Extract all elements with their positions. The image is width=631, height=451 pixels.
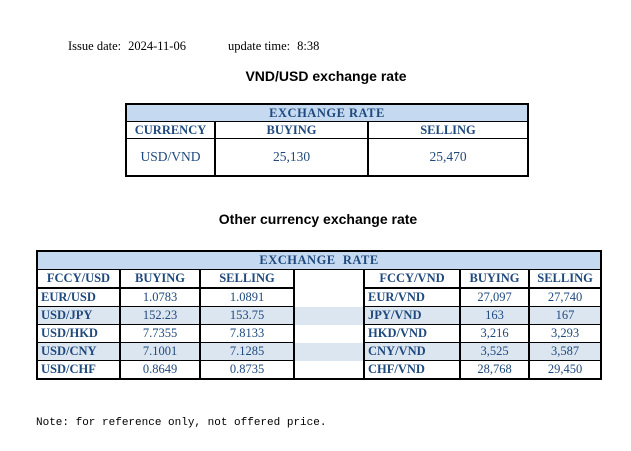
usd-selling-cell: 0.8735 [199, 360, 295, 380]
table-row: USD/JPY 152.23 153.75 JPY/VND 163 167 [36, 306, 603, 325]
issue-date-value: 2024-11-06 [128, 39, 186, 53]
pair-vnd-cell: EUR/VND [363, 287, 461, 307]
pair-usd-cell: USD/JPY [36, 306, 121, 325]
col-usd-buying: BUYING [119, 269, 201, 289]
pair-vnd-cell: CHF/VND [363, 360, 461, 380]
gap-cell [293, 342, 365, 361]
pair-usd-cell: EUR/USD [36, 287, 121, 307]
column-header-row: CURRENCY BUYING SELLING [125, 121, 529, 139]
col-selling: SELLING [367, 121, 529, 139]
gap-cell [293, 288, 365, 307]
col-vnd-selling: SELLING [527, 269, 603, 289]
update-time-label: update time: [228, 39, 291, 53]
vnd-usd-table: EXCHANGE RATE CURRENCY BUYING SELLING US… [125, 103, 529, 177]
gap-cell [293, 306, 365, 325]
vnd-buying-cell: 3,525 [459, 342, 530, 361]
buying-rate-cell: 25,130 [214, 138, 369, 177]
gap-cell [293, 269, 365, 288]
table-header: EXCHANGE RATE [35, 250, 603, 270]
usd-selling-cell: 1.0891 [199, 287, 295, 307]
vnd-selling-cell: 27,740 [527, 287, 603, 307]
pair-usd-cell: USD/CNY [36, 342, 121, 361]
table-header-row: EXCHANGE RATE [35, 250, 603, 270]
table-header: EXCHANGE RATE [125, 103, 529, 122]
col-vnd-buying: BUYING [459, 269, 530, 289]
table-header-row: EXCHANGE RATE [125, 103, 529, 122]
usd-buying-cell: 152.23 [119, 306, 201, 325]
vnd-selling-cell: 3,293 [527, 324, 603, 343]
issue-date-label: Issue date: [68, 39, 122, 53]
usd-buying-cell: 0.8649 [119, 360, 201, 380]
meta-line: Issue date: 2024-11-06 update time: 8:38 [0, 39, 631, 55]
table-row: USD/HKD 7.7355 7.8133 HKD/VND 3,216 3,29… [36, 324, 603, 343]
usd-selling-cell: 7.1285 [199, 342, 295, 361]
col-fccy-vnd: FCCY/VND [363, 269, 461, 289]
table-row: USD/VND 25,130 25,470 [125, 138, 529, 177]
col-usd-selling: SELLING [199, 269, 295, 289]
pair-vnd-cell: JPY/VND [363, 306, 461, 325]
pair-vnd-cell: CNY/VND [363, 342, 461, 361]
footnote: Note: for reference only, not offered pr… [36, 417, 327, 429]
currency-pair-cell: USD/VND [125, 138, 216, 177]
gap-cell [293, 360, 365, 379]
update-time-value: 8:38 [297, 39, 320, 53]
table-row: USD/CHF 0.8649 0.8735 CHF/VND 28,768 29,… [36, 360, 603, 380]
col-buying: BUYING [214, 121, 369, 139]
vnd-selling-cell: 3,587 [527, 342, 603, 361]
update-time: update time: 8:38 [228, 39, 319, 54]
vnd-buying-cell: 27,097 [459, 287, 530, 307]
issue-date: Issue date: 2024-11-06 [68, 39, 186, 54]
other-currency-title: Other currency exchange rate [218, 211, 418, 227]
usd-buying-cell: 7.1001 [119, 342, 201, 361]
col-currency: CURRENCY [125, 121, 216, 139]
vnd-usd-title: VND/USD exchange rate [245, 68, 407, 84]
gap-cell [293, 324, 365, 343]
vnd-selling-cell: 167 [527, 306, 603, 325]
other-currency-table: EXCHANGE RATE FCCY/USD BUYING SELLING FC… [35, 250, 603, 380]
pair-usd-cell: USD/HKD [36, 324, 121, 343]
usd-buying-cell: 1.0783 [119, 287, 201, 307]
vnd-buying-cell: 163 [459, 306, 530, 325]
column-header-row: FCCY/USD BUYING SELLING FCCY/VND BUYING … [36, 269, 603, 289]
usd-selling-cell: 7.8133 [199, 324, 295, 343]
pair-usd-cell: USD/CHF [36, 360, 121, 380]
usd-selling-cell: 153.75 [199, 306, 295, 325]
pair-vnd-cell: HKD/VND [363, 324, 461, 343]
table-row: USD/CNY 7.1001 7.1285 CNY/VND 3,525 3,58… [36, 342, 603, 361]
vnd-buying-cell: 28,768 [459, 360, 530, 380]
table-row: EUR/USD 1.0783 1.0891 EUR/VND 27,097 27,… [36, 287, 603, 307]
selling-rate-cell: 25,470 [367, 138, 529, 177]
usd-buying-cell: 7.7355 [119, 324, 201, 343]
vnd-buying-cell: 3,216 [459, 324, 530, 343]
vnd-selling-cell: 29,450 [527, 360, 603, 380]
col-fccy-usd: FCCY/USD [36, 269, 121, 289]
